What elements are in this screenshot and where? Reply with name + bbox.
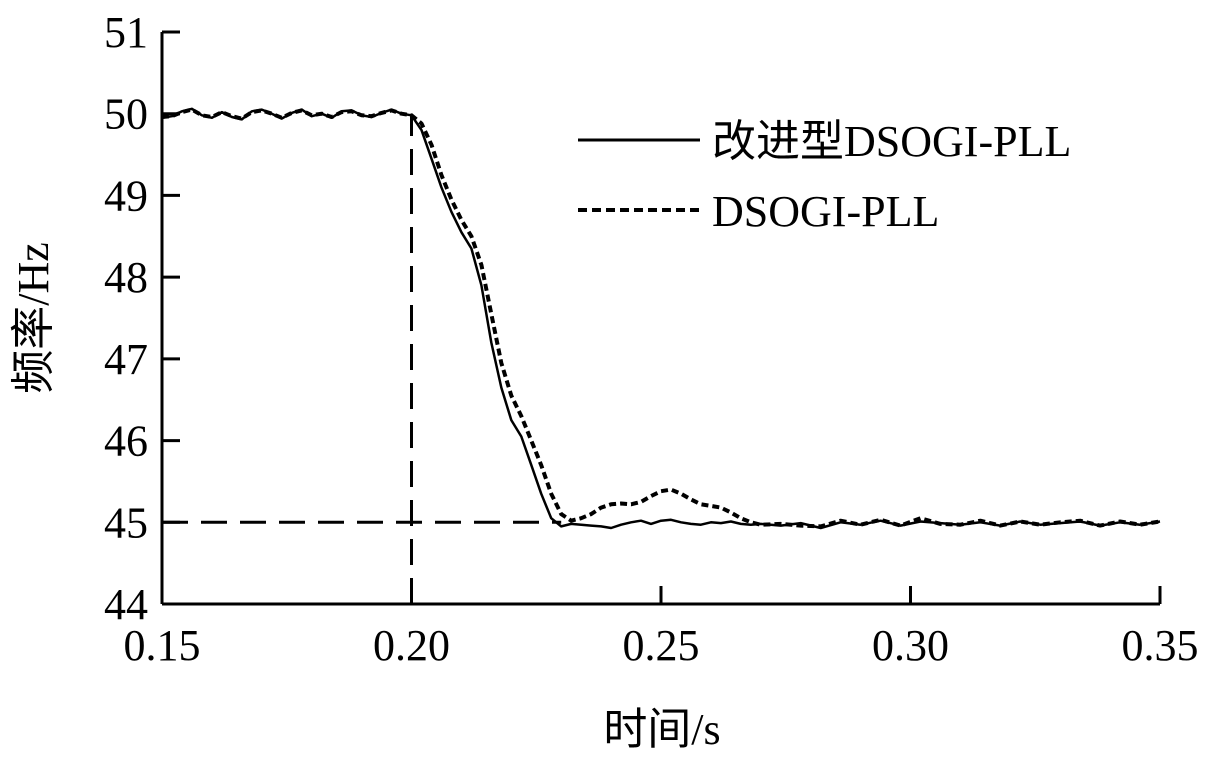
series-layer: [161, 107, 1161, 530]
x-tick-label: 0.35: [1122, 621, 1199, 670]
y-tick-label: 45: [104, 498, 148, 547]
series-line-dsogi-pll: [161, 107, 1161, 529]
x-axis-title: 时间/s: [603, 705, 720, 754]
x-tick-label: 0.15: [124, 621, 201, 670]
legend-label-dsogi: DSOGI-PLL: [712, 187, 939, 236]
reference-lines: [162, 113, 562, 604]
y-tick-label: 49: [104, 171, 148, 220]
series-line-improved-dsogi-pll: [161, 107, 1161, 530]
y-tick-label: 51: [104, 8, 148, 57]
x-tick-label: 0.25: [623, 621, 700, 670]
y-axis-title: 频率/Hz: [9, 242, 58, 394]
y-tick-label: 46: [104, 417, 148, 466]
y-tick-label: 48: [104, 253, 148, 302]
legend: 改进型DSOGI-PLL DSOGI-PLL: [578, 117, 1071, 236]
legend-label-improved: 改进型DSOGI-PLL: [712, 117, 1071, 166]
x-tick-label: 0.30: [872, 621, 949, 670]
y-tick-label: 44: [104, 580, 148, 629]
y-tick-label: 50: [104, 90, 148, 139]
tick-labels: 44 45 46 47 48 49 50 51 0.15 0.20 0.25 0.30 0.35: [104, 8, 1199, 670]
x-tick-label: 0.20: [373, 621, 450, 670]
y-tick-label: 47: [104, 335, 148, 384]
